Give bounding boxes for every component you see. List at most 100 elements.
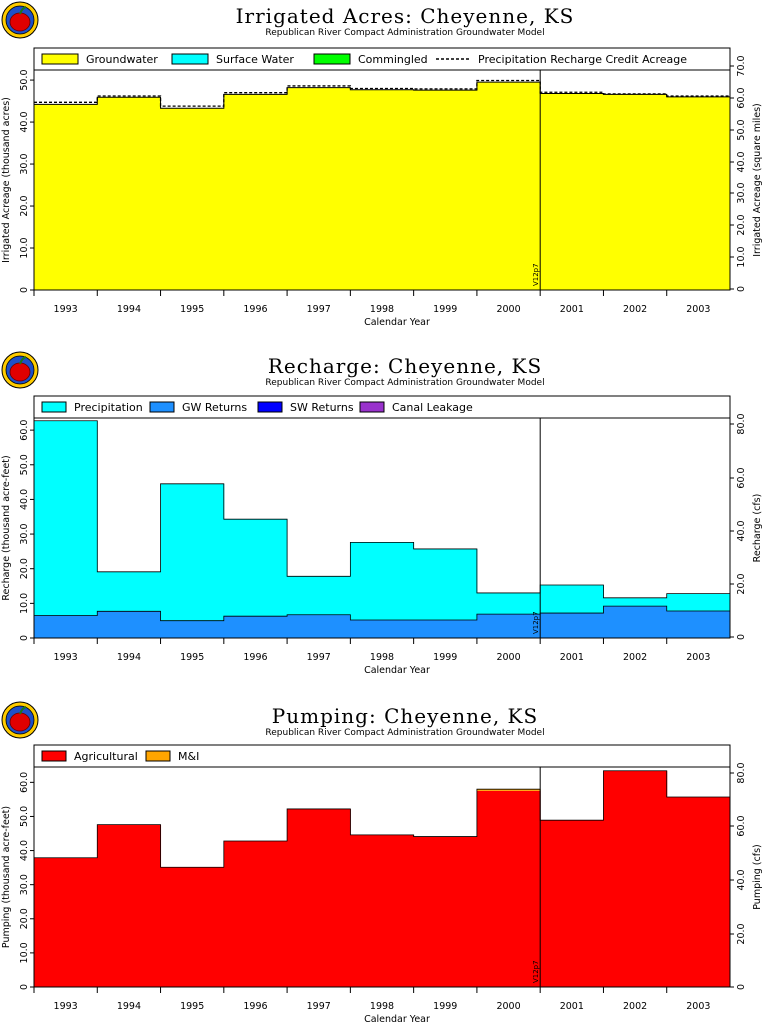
- plot-area: [34, 79, 731, 291]
- y-right-tick-label: 40.0: [736, 869, 747, 890]
- groundwater-bar: [413, 90, 478, 290]
- y-right-tick-label: 20.0: [736, 923, 747, 944]
- groundwater-bar: [540, 93, 604, 291]
- chart-title: Irrigated Acres: Cheyenne, KS: [236, 4, 575, 28]
- legend-label: Groundwater: [86, 53, 158, 66]
- x-tick-label: 2002: [623, 304, 647, 315]
- y-right-tick-label: 20.0: [736, 573, 747, 594]
- y-right-tick-label: 0: [736, 634, 747, 640]
- groundwater-bar: [160, 108, 225, 290]
- stack-bar-1: [160, 483, 225, 621]
- total-outline: [34, 770, 730, 868]
- y-tick-label: 10.0: [19, 593, 30, 614]
- legend-label: Precipitation: [74, 401, 143, 414]
- stack-bar-2: [350, 619, 415, 638]
- legend-label: Commingled: [358, 53, 428, 66]
- logo-leaf: [19, 706, 27, 715]
- x-tick-label: 1999: [433, 304, 457, 315]
- plot-frame: [33, 417, 731, 639]
- x-tick-label: 1993: [54, 1001, 78, 1012]
- y-tick-label: 60.0: [19, 420, 30, 441]
- x-tick-label: 1995: [180, 1001, 204, 1012]
- groundwater-bar: [97, 97, 162, 291]
- x-tick-label: 1997: [307, 652, 331, 663]
- x-tick-label: 2002: [623, 1001, 647, 1012]
- legend-swatch: [171, 53, 209, 65]
- version-marker-label: V12p7: [532, 263, 540, 286]
- stack-bar-2: [34, 615, 98, 638]
- stack-bar-1: [476, 790, 541, 987]
- legend-label: Canal Leakage: [392, 401, 473, 414]
- y-axis-label: Pumping (thousand acre-feet): [1, 806, 12, 948]
- y-tick-label: 30.0: [19, 874, 30, 895]
- y-right-axis-label: Pumping (cfs): [752, 844, 763, 910]
- y-right-tick-label: 80.0: [736, 762, 747, 783]
- total-outline: [34, 420, 730, 599]
- stack-bar-1: [223, 841, 288, 987]
- y-right-tick-label: 60.0: [736, 815, 747, 836]
- x-tick-label: 1996: [243, 652, 267, 663]
- y-right-tick-label: 60.0: [736, 87, 747, 108]
- y-right-tick-label: 0: [736, 286, 747, 292]
- y-tick-label: 10.0: [19, 237, 30, 258]
- x-tick-label: 1995: [180, 652, 204, 663]
- x-tick-label: 2003: [686, 304, 710, 315]
- plot-area: [34, 420, 731, 638]
- chart-subtitle: Republican River Compact Administration …: [265, 728, 544, 738]
- y-right-tick-label: 60.0: [736, 467, 747, 488]
- x-tick-label: 1996: [243, 304, 267, 315]
- chart-subtitle: Republican River Compact Administration …: [265, 28, 544, 38]
- legend-label: M&I: [178, 750, 199, 763]
- stack-bar-1: [603, 770, 668, 987]
- stack-bar-2: [160, 620, 225, 638]
- y-right-tick-label: 40.0: [736, 520, 747, 541]
- x-tick-label: 2003: [686, 1001, 710, 1012]
- y-tick-label: 30.0: [19, 153, 30, 174]
- y-tick-label: 40.0: [19, 840, 30, 861]
- logo-apple: [9, 712, 31, 732]
- x-tick-label: 1998: [370, 652, 394, 663]
- logo-apple: [9, 362, 31, 382]
- stack-bar-1: [413, 836, 478, 987]
- y-tick-label: 60.0: [19, 772, 30, 793]
- stack-bar-1: [34, 420, 98, 616]
- y-right-tick-label: 50.0: [736, 119, 747, 140]
- logo-apple: [9, 12, 31, 32]
- stack-bar-1: [540, 584, 604, 614]
- groundwater-bar: [287, 87, 351, 290]
- y-tick-label: 50.0: [19, 806, 30, 827]
- stack-bar-1: [97, 824, 162, 987]
- precip-credit-line: [34, 79, 730, 107]
- apple-logo-icon: [1, 351, 39, 389]
- y-right-tick-label: 10.0: [736, 246, 747, 267]
- y-tick-label: 50.0: [19, 69, 30, 90]
- x-tick-label: 2000: [496, 652, 520, 663]
- stack-bar-2: [413, 619, 478, 638]
- y-right-tick-label: 70.0: [736, 55, 747, 76]
- x-tick-label: 2001: [560, 304, 584, 315]
- chart-title: Recharge: Cheyenne, KS: [268, 354, 542, 378]
- chart-subtitle: Republican River Compact Administration …: [265, 378, 544, 388]
- x-tick-label: 1997: [307, 1001, 331, 1012]
- x-tick-label: 1994: [117, 1001, 141, 1012]
- y-tick-label: 10.0: [19, 942, 30, 963]
- stack-bar-1: [350, 542, 415, 620]
- stack-bar-1: [160, 867, 225, 987]
- logo-leaf: [19, 356, 27, 365]
- stack-bar-1: [223, 519, 288, 617]
- y-tick-label: 0: [19, 287, 30, 293]
- apple-logo-icon: [1, 1, 39, 39]
- legend-label: Agricultural: [74, 750, 138, 763]
- y-tick-label: 20.0: [19, 558, 30, 579]
- stack-bar-1: [666, 593, 731, 611]
- stack-bar-1: [34, 857, 98, 987]
- y-right-tick-label: 20.0: [736, 214, 747, 235]
- plot-area: [34, 770, 731, 987]
- groundwater-bar: [603, 94, 668, 291]
- stack-bar-2: [223, 616, 288, 638]
- x-tick-label: 2001: [560, 1001, 584, 1012]
- version-marker-label: V12p7: [532, 611, 540, 634]
